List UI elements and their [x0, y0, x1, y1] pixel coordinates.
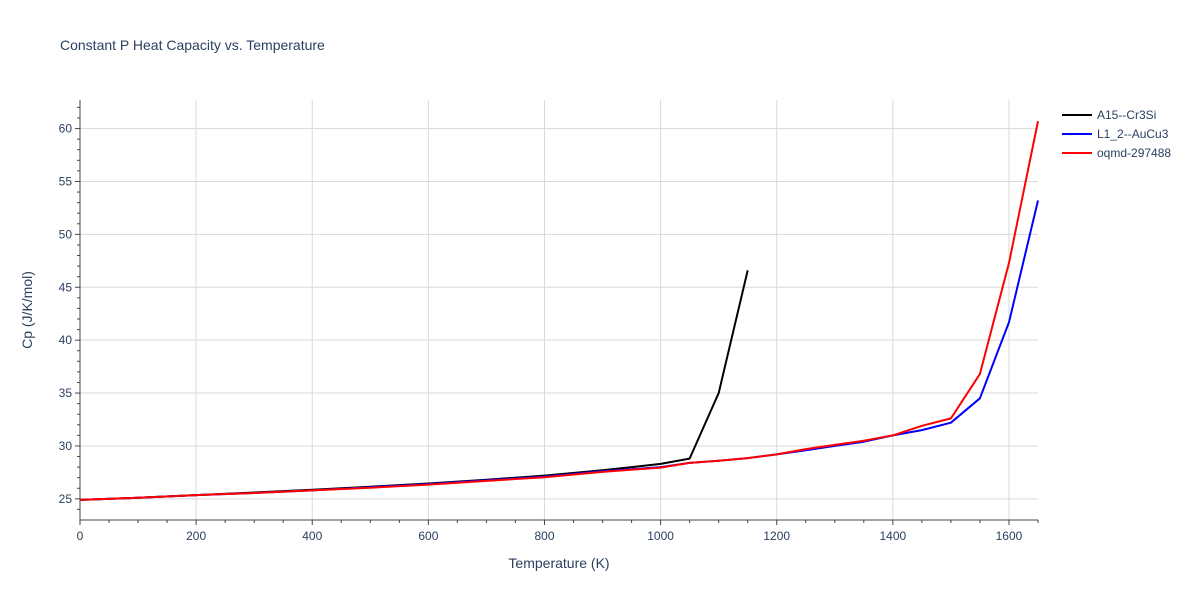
y-gridlines: [80, 128, 1038, 500]
legend-item[interactable]: A15--Cr3Si: [1062, 108, 1156, 122]
x-tick-label: 800: [534, 529, 554, 543]
y-tick-label: 55: [59, 174, 73, 188]
x-tick-label: 1400: [879, 529, 906, 543]
legend-item[interactable]: L1_2--AuCu3: [1062, 127, 1169, 141]
legend-item[interactable]: oqmd-297488: [1062, 146, 1171, 160]
y-axis-ticks: 25 30 35 40 45 50 55 60: [59, 106, 80, 510]
y-tick-label: 60: [59, 122, 73, 136]
legend-label: A15--Cr3Si: [1097, 108, 1156, 122]
y-tick-label: 35: [59, 386, 73, 400]
legend-label: oqmd-297488: [1097, 146, 1171, 160]
legend-label: L1_2--AuCu3: [1097, 127, 1169, 141]
x-tick-label: 1200: [763, 529, 790, 543]
legend[interactable]: A15--Cr3Si L1_2--AuCu3 oqmd-297488: [1062, 108, 1171, 160]
y-tick-label: 25: [59, 492, 73, 506]
axes: [79, 100, 1038, 521]
series-layer: [79, 120, 1039, 501]
x-gridlines: [195, 100, 1010, 520]
y-tick-label: 45: [59, 280, 73, 294]
y-axis-label: Cp (J/K/mol): [19, 271, 35, 349]
x-tick-label: 0: [77, 529, 84, 543]
y-tick-label: 30: [59, 439, 73, 453]
x-tick-label: 200: [186, 529, 206, 543]
x-tick-label: 600: [418, 529, 438, 543]
y-tick-label: 40: [59, 333, 73, 347]
x-tick-label: 1600: [996, 529, 1023, 543]
x-tick-label: 400: [302, 529, 322, 543]
x-axis-label: Temperature (K): [508, 555, 609, 571]
x-axis-ticks: 0 200 400 600 800 1000 1200 1400 1600: [77, 520, 1039, 543]
chart-title: Constant P Heat Capacity vs. Temperature: [60, 37, 325, 53]
y-tick-label: 50: [59, 227, 73, 241]
x-tick-label: 1000: [647, 529, 674, 543]
series-line-oqmd-297488[interactable]: [79, 120, 1039, 501]
